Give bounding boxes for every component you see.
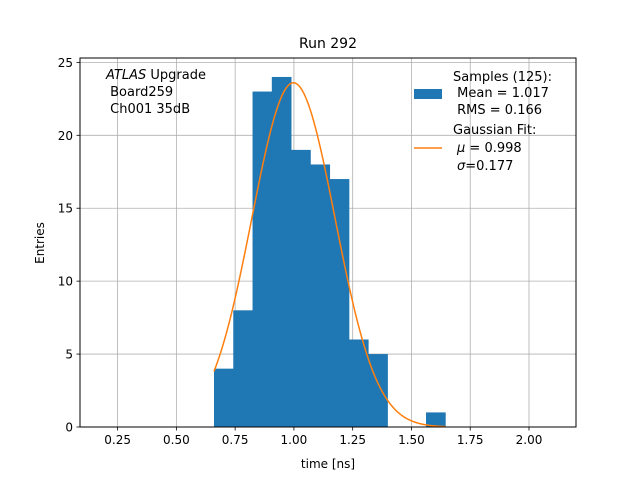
annotation-atlas: ATLAS <box>105 68 146 83</box>
histogram-bar <box>233 310 253 427</box>
histogram-bar <box>291 149 311 427</box>
mu-symbol: μ <box>456 141 465 156</box>
chart-title: Run 292 <box>299 36 357 52</box>
histogram-bar <box>426 412 446 427</box>
gaussian-fit-curve <box>213 82 446 428</box>
legend-samples: Samples (125): <box>453 70 552 85</box>
y-tick-label: 10 <box>58 275 73 289</box>
sigma-symbol: σ <box>457 159 466 174</box>
plot-frame <box>79 57 577 428</box>
legend-histogram-swatch <box>414 89 442 99</box>
y-axis-label: Entries <box>33 222 47 264</box>
x-tick-label: 1.25 <box>339 433 366 447</box>
legend-fit-sigma: σ=0.177 <box>457 159 513 174</box>
annotation-line-3: Ch001 35dB <box>106 102 190 117</box>
x-tick-label: 0.75 <box>222 433 249 447</box>
y-tick-label: 20 <box>58 129 73 143</box>
x-tick-label: 2.00 <box>516 433 543 447</box>
atlas-annotation: ATLAS Upgrade Board259 Ch001 35dB <box>105 68 206 117</box>
x-tick-label: 0.50 <box>163 433 190 447</box>
legend-rms: RMS = 0.166 <box>453 103 542 118</box>
histogram-bar <box>310 164 331 428</box>
y-tick-label: 15 <box>58 202 73 216</box>
mu-value: = 0.998 <box>465 141 521 156</box>
histogram-bar <box>329 179 350 427</box>
axis-ticks: 0.25 0.50 0.75 1.00 1.25 1.50 1.75 2.00 0 5 10 15 20… <box>58 56 543 447</box>
legend-mean: Mean = 1.017 <box>453 86 549 101</box>
annotation-upgrade: Upgrade <box>146 68 206 83</box>
x-tick-label: 0.25 <box>104 433 131 447</box>
x-tick-label: 1.00 <box>281 433 308 447</box>
x-axis-label: time [ns] <box>301 457 355 471</box>
legend-fit-title: Gaussian Fit: <box>453 123 536 138</box>
gaussian-fit <box>213 82 446 428</box>
annotation-line-1: ATLAS Upgrade <box>105 68 206 83</box>
annotation-line-2: Board259 <box>106 85 173 100</box>
histogram-bars <box>213 76 446 428</box>
sigma-value: =0.177 <box>465 159 513 174</box>
y-tick-label: 5 <box>65 348 73 362</box>
histogram-bar <box>213 368 234 427</box>
histogram-bar <box>348 339 369 427</box>
x-tick-label: 1.50 <box>398 433 425 447</box>
histogram-bar <box>252 91 273 427</box>
y-tick-label: 0 <box>65 421 73 435</box>
legend-fit-mu: μ = 0.998 <box>456 141 522 156</box>
legend: Samples (125): Mean = 1.017 RMS = 0.166 … <box>414 70 552 174</box>
histogram-bar <box>271 76 292 427</box>
x-tick-label: 1.75 <box>457 433 484 447</box>
y-tick-label: 25 <box>58 56 73 70</box>
